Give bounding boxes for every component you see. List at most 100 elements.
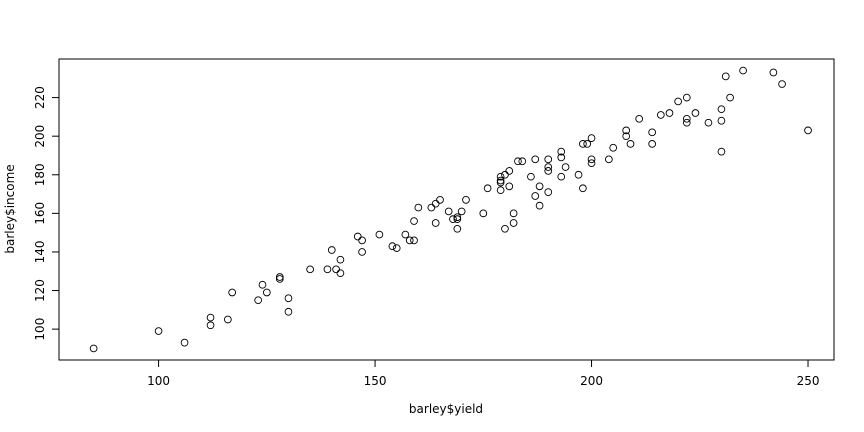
data-point <box>479 209 488 218</box>
data-point <box>509 209 518 218</box>
data-point <box>336 255 345 264</box>
data-point <box>427 203 436 212</box>
data-point <box>496 172 505 181</box>
data-point <box>353 232 362 241</box>
data-point <box>410 217 418 225</box>
data-point <box>804 126 812 135</box>
data-point <box>587 155 596 164</box>
data-point <box>254 296 263 305</box>
data-point <box>505 182 514 191</box>
data-point <box>535 201 544 210</box>
data-point <box>444 207 453 216</box>
data-point <box>323 265 332 274</box>
data-point <box>691 109 700 117</box>
data-point <box>501 224 509 233</box>
data-point <box>414 203 423 212</box>
data-point <box>453 215 462 223</box>
data-point <box>327 246 336 254</box>
data-point <box>375 230 384 239</box>
data-points <box>89 66 812 353</box>
data-point <box>531 192 540 200</box>
data-point <box>656 111 665 119</box>
data-point <box>769 68 778 77</box>
data-point <box>496 178 505 187</box>
data-point <box>574 170 583 179</box>
data-point <box>154 327 163 335</box>
data-point <box>392 244 401 252</box>
y-tick-label: 220 <box>33 86 47 109</box>
data-point <box>228 288 237 297</box>
data-point <box>717 147 726 156</box>
data-point <box>401 230 410 239</box>
data-point <box>583 140 592 148</box>
data-point <box>336 269 345 278</box>
data-point <box>544 163 553 171</box>
data-point <box>682 93 691 102</box>
data-point <box>665 109 674 117</box>
data-point <box>358 236 366 245</box>
data-point <box>509 219 518 227</box>
data-point <box>527 172 535 181</box>
data-point <box>89 344 98 353</box>
y-tick-label: 180 <box>33 163 47 186</box>
data-point <box>410 236 418 245</box>
y-axis: 100 120 140 160 180 200 220 <box>33 86 60 341</box>
data-point <box>501 170 509 179</box>
data-point <box>717 105 726 114</box>
data-point <box>561 163 570 171</box>
data-point <box>431 199 440 208</box>
y-tick-label: 140 <box>33 240 47 263</box>
data-point <box>496 186 505 195</box>
data-point <box>275 275 284 283</box>
data-point <box>557 172 566 181</box>
data-point <box>518 157 527 166</box>
data-point <box>462 196 470 204</box>
x-tick-label: 250 <box>797 374 820 388</box>
data-point <box>648 140 657 148</box>
data-point <box>587 159 596 168</box>
data-point <box>358 248 366 256</box>
data-point <box>306 265 314 274</box>
data-point <box>436 196 444 204</box>
y-tick-label: 200 <box>33 125 47 148</box>
x-tick-label: 150 <box>364 374 387 388</box>
data-point <box>609 143 618 152</box>
y-tick-label: 160 <box>33 202 47 225</box>
data-point <box>284 307 293 316</box>
data-point <box>605 155 613 164</box>
data-point <box>544 188 553 196</box>
data-point <box>674 97 682 106</box>
data-point <box>778 80 786 88</box>
data-point <box>531 155 540 164</box>
data-point <box>682 118 691 127</box>
x-axis: 100 150 200 250 <box>147 359 820 388</box>
data-point <box>635 114 644 123</box>
data-point <box>180 338 189 347</box>
data-point <box>682 114 691 123</box>
data-point <box>206 313 215 322</box>
y-tick-label: 100 <box>33 318 47 341</box>
data-point <box>721 72 730 81</box>
data-point <box>206 321 215 330</box>
data-point <box>544 167 553 175</box>
data-point <box>579 140 587 148</box>
x-tick-label: 200 <box>580 374 603 388</box>
x-tick-label: 100 <box>147 374 170 388</box>
data-point <box>431 219 440 227</box>
data-point <box>535 182 544 191</box>
x-axis-title: barley$yield <box>409 402 483 416</box>
data-point <box>557 147 566 156</box>
data-point <box>388 242 397 251</box>
data-point <box>453 213 462 222</box>
data-point <box>648 128 657 137</box>
data-point <box>505 167 514 175</box>
data-point <box>726 93 734 102</box>
data-point <box>514 157 522 166</box>
data-point <box>544 155 553 164</box>
data-point <box>626 140 635 148</box>
data-point <box>739 66 747 75</box>
data-point <box>275 273 284 281</box>
data-point <box>224 315 232 324</box>
